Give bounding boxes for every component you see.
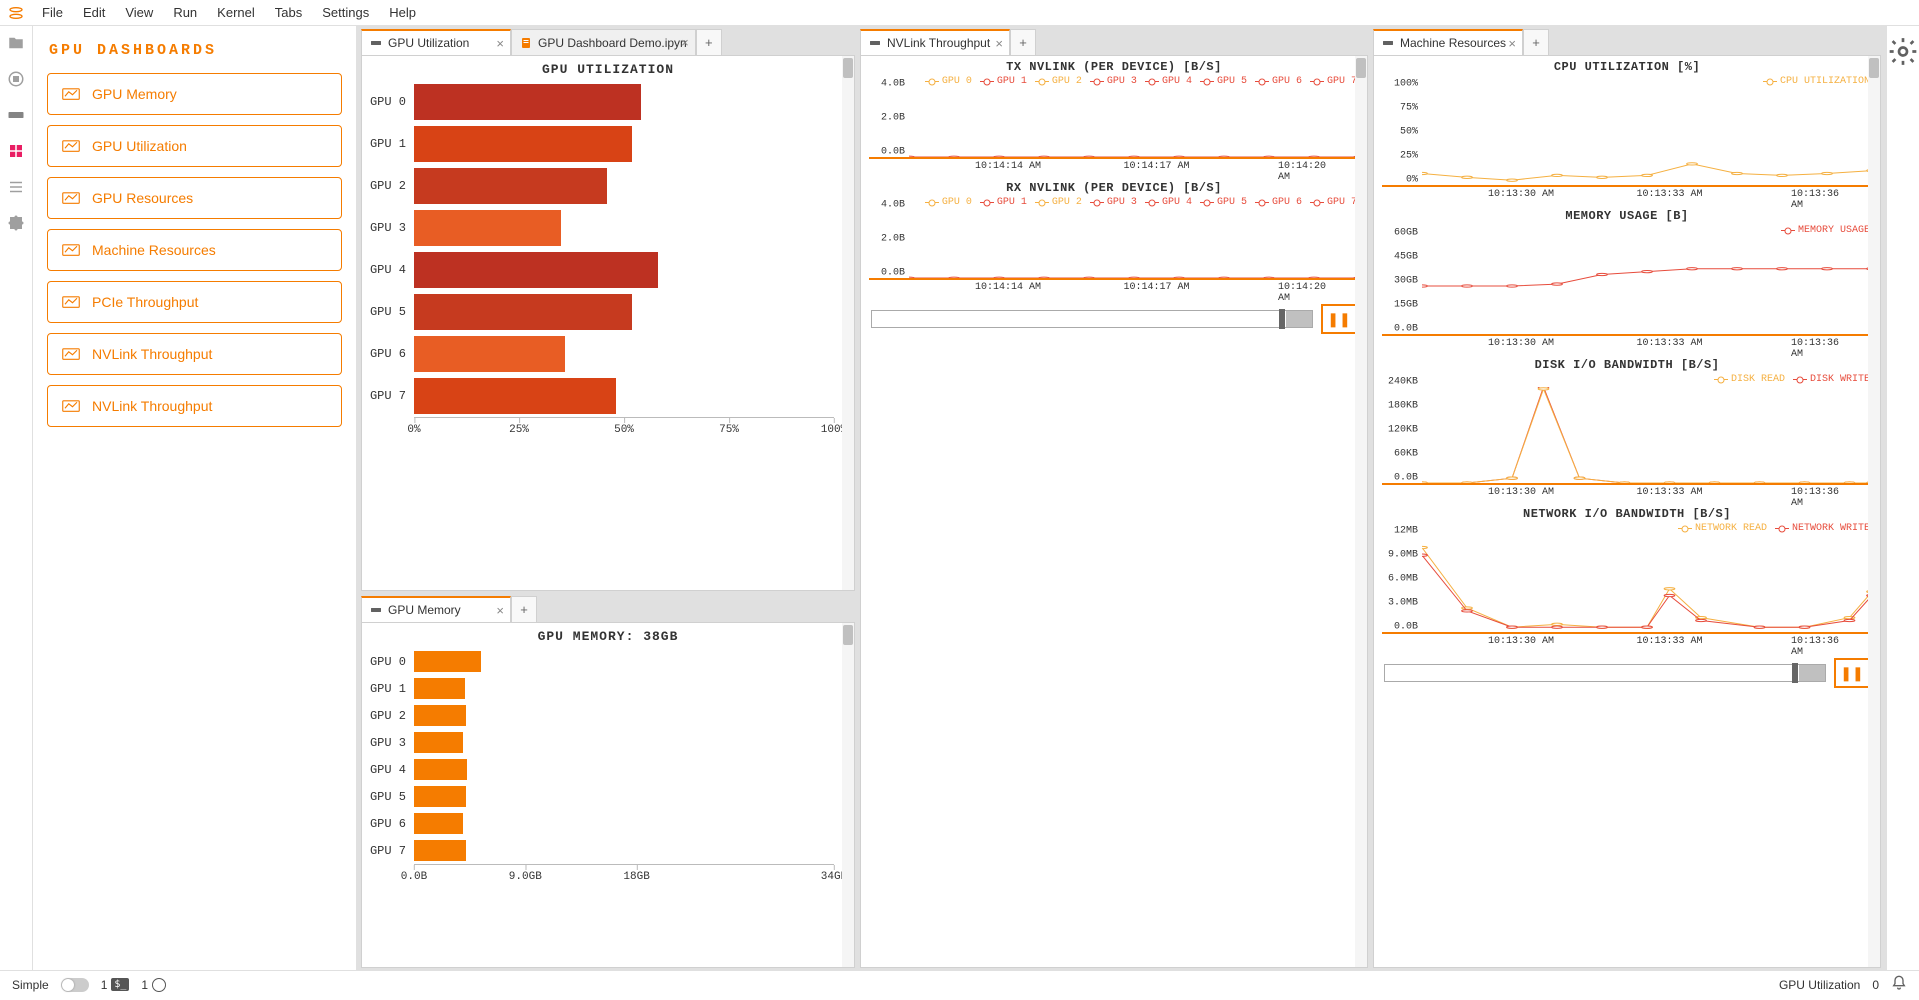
dash-button-nvlink-throughput[interactable]: NVLink Throughput	[47, 333, 342, 375]
menubar: FileEditViewRunKernelTabsSettingsHelp	[0, 0, 1919, 26]
machine-control-row: ❚❚	[1374, 652, 1880, 694]
extension-icon[interactable]	[7, 142, 25, 160]
gpu-utilization-panel: GPU Utilization×GPU Dashboard Demo.ipyn×…	[361, 29, 855, 591]
gpu-util-title: GPU UTILIZATION	[362, 56, 854, 81]
gear-icon[interactable]	[1887, 34, 1919, 69]
terminals-widget[interactable]: 1$_	[101, 978, 130, 992]
bar-row: GPU 5	[362, 783, 834, 810]
left-activity-bar	[0, 26, 33, 970]
close-icon[interactable]: ×	[1508, 36, 1516, 51]
menu-view[interactable]: View	[115, 5, 163, 20]
bar-row: GPU 0	[362, 648, 834, 675]
gpu-dashboards-panel: GPU DASHBOARDS GPU Memory GPU Utilization…	[33, 26, 357, 970]
bar-row: GPU 1	[362, 123, 834, 165]
scrollbar[interactable]	[842, 56, 854, 590]
puzzle-icon[interactable]	[7, 214, 25, 232]
menu-help[interactable]: Help	[379, 5, 426, 20]
scrollbar[interactable]	[842, 623, 854, 967]
bar-row: GPU 5	[362, 291, 834, 333]
bar-row: GPU 4	[362, 249, 834, 291]
machine-resources-panel: Machine Resources×+ CPU UTILIZATION [%]C…	[1373, 29, 1881, 968]
nvlink-panel: NVLink Throughput×+ TX NVLINK (PER DEVIC…	[860, 29, 1368, 968]
menu-run[interactable]: Run	[163, 5, 207, 20]
bar-row: GPU 1	[362, 675, 834, 702]
toc-icon[interactable]	[7, 178, 25, 196]
tab-add-button[interactable]: +	[696, 29, 722, 55]
dash-button-machine-resources[interactable]: Machine Resources	[47, 229, 342, 271]
bar-row: GPU 4	[362, 756, 834, 783]
bar-row: GPU 6	[362, 333, 834, 375]
gpu-card-icon[interactable]	[7, 106, 25, 124]
menu-kernel[interactable]: Kernel	[207, 5, 265, 20]
tab-gpu-memory[interactable]: GPU Memory×	[361, 596, 511, 622]
bar-row: GPU 3	[362, 729, 834, 756]
tab-add-button[interactable]: +	[1010, 29, 1036, 55]
bar-row: GPU 6	[362, 810, 834, 837]
close-icon[interactable]: ×	[496, 603, 504, 618]
menu-tabs[interactable]: Tabs	[265, 5, 312, 20]
dash-button-gpu-resources[interactable]: GPU Resources	[47, 177, 342, 219]
line-chart: RX NVLINK (PER DEVICE) [B/S]GPU 0GPU 1GP…	[861, 177, 1367, 298]
bar-row: GPU 7	[362, 375, 834, 417]
close-icon[interactable]: ×	[681, 35, 689, 50]
bar-row: GPU 2	[362, 165, 834, 207]
simple-toggle[interactable]	[61, 978, 89, 992]
statusbar-kernel-name[interactable]: GPU Utilization	[1779, 978, 1860, 992]
running-icon[interactable]	[7, 70, 25, 88]
line-chart: CPU UTILIZATION [%]CPU UTILIZATION0%25%5…	[1374, 56, 1880, 205]
gpu-panel-title: GPU DASHBOARDS	[33, 34, 356, 73]
machine-pause-button[interactable]: ❚❚	[1834, 658, 1870, 688]
line-chart: DISK I/O BANDWIDTH [B/S]DISK READDISK WR…	[1374, 354, 1880, 503]
dash-button-gpu-utilization[interactable]: GPU Utilization	[47, 125, 342, 167]
dash-button-pcie-throughput[interactable]: PCIe Throughput	[47, 281, 342, 323]
right-activity-bar	[1886, 26, 1919, 970]
workspace: GPU Utilization×GPU Dashboard Demo.ipyn×…	[357, 26, 1886, 970]
line-chart: MEMORY USAGE [B]MEMORY USAGE0.0B15GB30GB…	[1374, 205, 1880, 354]
menu-settings[interactable]: Settings	[312, 5, 379, 20]
tab-machine-resources[interactable]: Machine Resources×	[1373, 29, 1523, 55]
tab-add-button[interactable]: +	[511, 596, 537, 622]
close-icon[interactable]: ×	[995, 36, 1003, 51]
bar-row: GPU 3	[362, 207, 834, 249]
tab-gpu-dashboard-demo-ipyn[interactable]: GPU Dashboard Demo.ipyn×	[511, 29, 696, 55]
line-chart: TX NVLINK (PER DEVICE) [B/S]GPU 0GPU 1GP…	[861, 56, 1367, 177]
menu-edit[interactable]: Edit	[73, 5, 115, 20]
folder-icon[interactable]	[7, 34, 25, 52]
menu-file[interactable]: File	[32, 5, 73, 20]
nvlink-control-row: ❚❚	[861, 298, 1367, 340]
nvlink-slider[interactable]	[871, 310, 1313, 328]
machine-slider[interactable]	[1384, 664, 1826, 682]
tab-gpu-utilization[interactable]: GPU Utilization×	[361, 29, 511, 55]
dash-button-gpu-memory[interactable]: GPU Memory	[47, 73, 342, 115]
kernels-widget[interactable]: 1	[141, 978, 166, 992]
close-icon[interactable]: ×	[496, 36, 504, 51]
bar-row: GPU 2	[362, 702, 834, 729]
statusbar: Simple 1$_ 1 GPU Utilization 0	[0, 970, 1919, 998]
bar-row: GPU 0	[362, 81, 834, 123]
bell-icon[interactable]	[1891, 975, 1907, 994]
tab-nvlink-throughput[interactable]: NVLink Throughput×	[860, 29, 1010, 55]
bar-row: GPU 7	[362, 837, 834, 864]
dash-button-nvlink-throughput[interactable]: NVLink Throughput	[47, 385, 342, 427]
gpu-mem-title: GPU MEMORY: 38GB	[362, 623, 854, 648]
nvlink-pause-button[interactable]: ❚❚	[1321, 304, 1357, 334]
gpu-memory-panel: GPU Memory×+ GPU MEMORY: 38GB GPU 0GPU 1…	[361, 596, 855, 968]
scrollbar[interactable]	[1355, 56, 1367, 967]
statusbar-count: 0	[1872, 978, 1879, 992]
line-chart: NETWORK I/O BANDWIDTH [B/S]NETWORK READN…	[1374, 503, 1880, 652]
tab-add-button[interactable]: +	[1523, 29, 1549, 55]
jupyter-icon	[8, 5, 24, 21]
simple-label: Simple	[12, 978, 49, 992]
scrollbar[interactable]	[1868, 56, 1880, 967]
